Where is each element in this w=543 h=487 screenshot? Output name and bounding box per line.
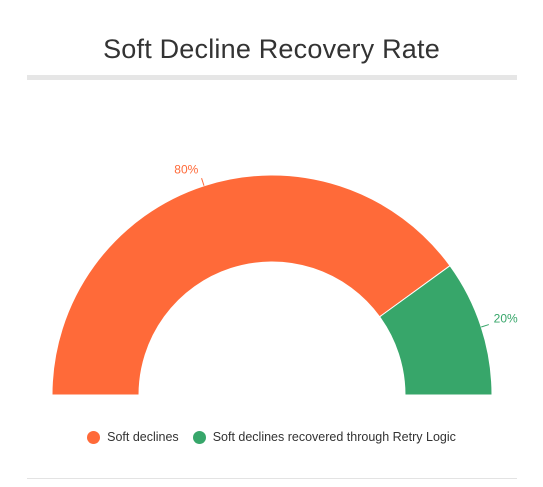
legend-label-recovered: Soft declines recovered through Retry Lo…: [212, 430, 456, 444]
leader-line-slice-soft-declines: [201, 178, 205, 186]
legend-item-soft-declines[interactable]: Soft declines: [87, 430, 179, 444]
legend-dot-soft-declines: [87, 430, 101, 444]
semi-donut-chart: 80% 20%: [51, 162, 518, 396]
bottom-divider: [27, 478, 517, 479]
legend-label-soft-declines: Soft declines: [107, 430, 179, 444]
data-label-soft-declines: 80%: [174, 162, 198, 176]
legend-item-recovered[interactable]: Soft declines recovered through Retry Lo…: [192, 430, 456, 444]
slice-recovered[interactable]: [378, 264, 493, 396]
chart-title: Soft Decline Recovery Rate: [103, 34, 440, 64]
slice-soft-declines[interactable]: [51, 174, 451, 396]
data-label-recovered: 20%: [494, 311, 518, 325]
title-divider: [27, 75, 517, 80]
legend-dot-recovered: [192, 430, 206, 444]
chart-legend: Soft declines Soft declines recovered th…: [0, 430, 543, 444]
leader-line-slice-recovered: [481, 324, 489, 328]
